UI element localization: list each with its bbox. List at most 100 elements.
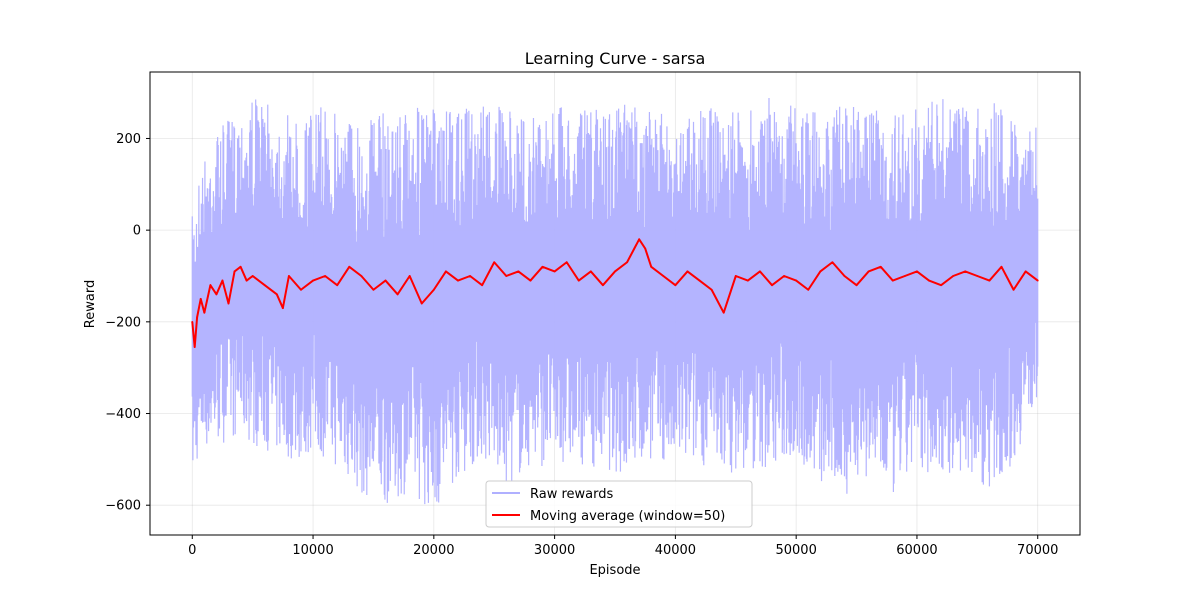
y-axis-label: Reward <box>83 280 98 328</box>
moving-average-point <box>191 320 194 323</box>
moving-average-point <box>263 284 266 287</box>
moving-average-point <box>251 275 254 277</box>
raw-rewards-line <box>191 97 1039 505</box>
y-tick-label: 200 <box>116 132 141 147</box>
moving-average-point <box>879 265 882 268</box>
moving-average-point <box>819 270 822 273</box>
moving-average-point <box>662 275 665 277</box>
moving-average-point <box>239 265 242 268</box>
moving-average-point <box>312 279 314 282</box>
moving-average-point <box>481 284 484 287</box>
x-tick-label: 0 <box>188 543 196 558</box>
moving-average-point <box>698 279 701 282</box>
moving-average-point <box>626 261 628 264</box>
legend-label-moving-average: Moving average (window=50) <box>530 509 725 524</box>
moving-average-point <box>432 288 435 291</box>
moving-average-point <box>988 279 991 282</box>
moving-average-point <box>517 270 520 273</box>
moving-average-point <box>245 279 248 282</box>
moving-average-point <box>215 293 218 296</box>
x-tick-label: 70000 <box>1017 543 1058 558</box>
moving-average-point <box>384 279 387 282</box>
moving-average-point <box>396 293 399 296</box>
moving-average-point <box>193 346 196 348</box>
moving-average-point <box>221 279 224 282</box>
moving-average-point <box>602 284 604 287</box>
tick-layer: 0 10000 20000 30000 40000 50000 60000 70000 200 0… <box>105 132 1058 558</box>
moving-average-point <box>722 311 725 314</box>
moving-average-point <box>360 275 363 277</box>
moving-average-point <box>831 261 834 264</box>
moving-average-point <box>650 265 653 268</box>
moving-average-point <box>275 293 278 296</box>
moving-average-point <box>589 270 592 273</box>
moving-average-point <box>227 302 230 305</box>
moving-average-point <box>203 311 206 314</box>
moving-average-point <box>855 284 858 287</box>
moving-average-point <box>903 275 906 277</box>
moving-average-point <box>565 261 568 264</box>
moving-average-point <box>746 279 749 282</box>
moving-average-point <box>1036 279 1039 282</box>
moving-average-line <box>191 238 1039 349</box>
moving-average-point <box>336 284 339 287</box>
moving-average-point <box>469 275 471 277</box>
moving-average-point <box>324 275 327 277</box>
x-axis-label: Episode <box>589 563 640 578</box>
x-tick-label: 40000 <box>655 543 696 558</box>
moving-average-point <box>1024 270 1027 273</box>
moving-average-point <box>644 247 647 250</box>
moving-average-point <box>457 279 459 282</box>
moving-average-point <box>686 270 689 273</box>
moving-average-point <box>964 270 967 273</box>
chart-title: Learning Curve - sarsa <box>525 49 706 68</box>
moving-average-point <box>771 284 773 287</box>
moving-average-point <box>529 279 532 282</box>
moving-average-point <box>928 279 930 282</box>
moving-average-point <box>783 275 785 277</box>
moving-average-point <box>891 279 894 282</box>
series-layer <box>191 97 1039 505</box>
moving-average-point <box>348 265 351 268</box>
moving-average-point <box>505 275 508 277</box>
moving-average-point <box>445 270 447 273</box>
moving-average-point <box>916 270 918 273</box>
moving-average-point <box>372 288 375 291</box>
moving-average-point <box>196 316 199 319</box>
x-tick-label: 50000 <box>775 543 816 558</box>
y-tick-label: −400 <box>105 407 141 422</box>
moving-average-point <box>553 270 556 273</box>
moving-average-point <box>940 284 942 287</box>
moving-average-point <box>541 265 544 268</box>
legend-box <box>485 480 753 528</box>
x-tick-label: 30000 <box>534 543 575 558</box>
x-tick-label: 60000 <box>896 543 937 558</box>
moving-average-point <box>1000 265 1003 268</box>
moving-average-point <box>759 270 761 273</box>
moving-average-point <box>1012 288 1015 291</box>
legend: Raw rewards Moving average (window=50) <box>485 480 753 528</box>
y-tick-label: −600 <box>105 499 141 514</box>
moving-average-point <box>577 279 580 282</box>
moving-average-point <box>638 238 641 241</box>
moving-average-point <box>288 275 290 277</box>
plot-area-frame <box>149 71 1081 536</box>
y-tick-label: −200 <box>105 315 141 330</box>
moving-average-point <box>233 270 236 273</box>
moving-average-point <box>952 275 955 277</box>
moving-average-point <box>209 284 212 287</box>
moving-average-point <box>710 288 713 291</box>
moving-average-point <box>976 275 979 277</box>
moving-average-point <box>614 270 616 273</box>
moving-average-point <box>734 275 737 277</box>
moving-average-point <box>493 261 496 264</box>
x-tick-label: 10000 <box>292 543 333 558</box>
moving-average-point <box>867 270 870 273</box>
x-tick-label: 20000 <box>413 543 454 558</box>
moving-average-point <box>807 288 810 291</box>
moving-average-point <box>795 279 798 282</box>
moving-average-point <box>843 275 846 277</box>
moving-average-point <box>300 288 302 291</box>
